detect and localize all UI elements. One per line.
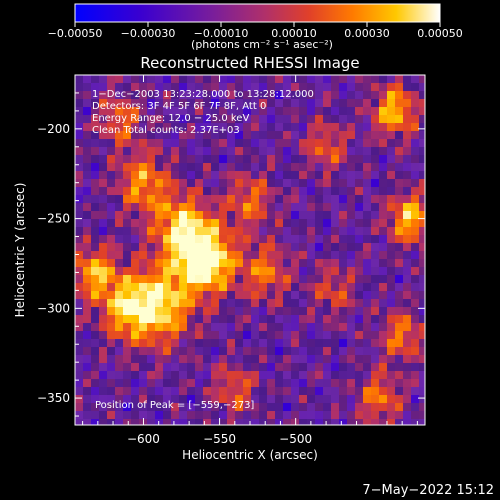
- y-tick-label: −200: [37, 122, 70, 136]
- colorbar-tick-label: 0.00010: [271, 27, 317, 40]
- peak-position-label: Position of Peak = [−559,−273]: [95, 400, 254, 411]
- colorbar-tick-label: 0.00050: [417, 27, 463, 40]
- colorbar-tick-label: −0.00010: [194, 27, 249, 40]
- annotation-time-range: 1−Dec−2003 13:23:28.000 to 13:28:12.000: [92, 89, 314, 100]
- colorbar-tick-label: −0.00050: [48, 27, 103, 40]
- colorbar-ticks: −0.00050 −0.00030 −0.00010 0.00010 0.00030 0.…: [48, 22, 463, 40]
- y-tick-label: −250: [37, 212, 70, 226]
- colorbar-unit-label: (photons cm⁻² s⁻¹ asec⁻²): [191, 38, 333, 51]
- footer-date: 7−May−2022 15:12: [362, 483, 494, 498]
- x-tick-label: −500: [279, 432, 312, 446]
- colorbar-tick-label: 0.00030: [344, 27, 390, 40]
- y-tick-label: −350: [37, 391, 70, 405]
- annotation-energy-range: Energy Range: 12.0 − 25.0 keV: [92, 113, 249, 124]
- axis-ticks: −600 −550 −500 −200 −250 −300 −350: [37, 75, 425, 446]
- y-axis-label: Heliocentric Y (arcsec): [13, 183, 27, 318]
- y-tick-label: −300: [37, 301, 70, 315]
- x-axis-label: Heliocentric X (arcsec): [182, 448, 318, 462]
- chart-title: Reconstructed RHESSI Image: [140, 54, 359, 72]
- annotation-clean-counts: Clean Total counts: 2.37E+03: [92, 125, 240, 136]
- x-tick-label: −600: [127, 432, 160, 446]
- annotation-detectors: Detectors: 3F 4F 5F 6F 7F 8F, Att 0: [92, 101, 266, 112]
- colorbar-tick-label: −0.00030: [121, 27, 176, 40]
- colorbar: [74, 3, 441, 23]
- x-tick-label: −550: [203, 432, 236, 446]
- heatmap-image: [75, 75, 425, 425]
